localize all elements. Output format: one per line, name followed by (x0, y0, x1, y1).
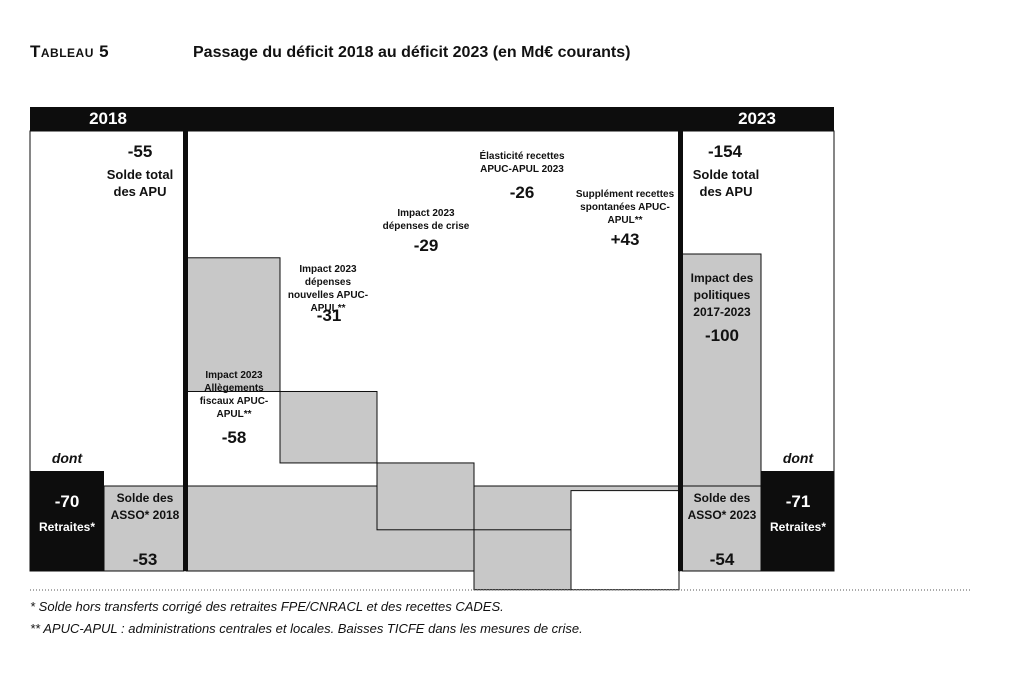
separator-right (678, 107, 683, 571)
start-value: -55 (127, 142, 153, 161)
dont-label-2023: dont (782, 450, 814, 466)
table-number: Tableau 5 (30, 42, 110, 61)
step-label-elasticite: Élasticité recettes APUC-APUL 2023 (479, 151, 565, 175)
step-bar-2 (376, 462, 475, 531)
asso-2023-value: -54 (709, 550, 735, 569)
step-value-elasticite: -26 (509, 183, 535, 202)
dont-label-2018: dont (51, 450, 83, 466)
chart-title: Passage du déficit 2018 au déficit 2023 … (193, 44, 631, 61)
retraites-2018-label: Retraites* (38, 520, 96, 534)
policy-impact-value: -100 (704, 326, 740, 345)
step-bar-3 (473, 529, 572, 591)
step-label-supplement: Supplément recettes spontanées APUC-APUL… (575, 189, 675, 226)
step-value-supplement: +43 (610, 230, 640, 249)
step-value-crise: -29 (413, 236, 439, 255)
step-value-allegements: -58 (221, 428, 247, 447)
step-label-depenses-nouvelles: Impact 2023 dépenses nouvelles APUC-APUL… (287, 264, 369, 314)
step-bar-4 (570, 490, 680, 591)
retraites-2018-box (30, 471, 104, 571)
step-value-depenses-nouvelles: -31 (316, 306, 342, 325)
retraites-2023-value: -71 (785, 492, 811, 511)
step-label-allegements: Impact 2023 Allègements fiscaux APUC-APU… (199, 370, 269, 420)
step-label-crise: Impact 2023 dépenses de crise (382, 208, 470, 232)
year-2018-label: 2018 (30, 107, 186, 131)
footnote-2: ** APUC-APUL : administrations centrales… (30, 621, 583, 636)
asso-2023-label: Solde des ASSO* 2023 (687, 491, 757, 522)
end-value: -154 (707, 142, 743, 161)
step-bar-0 (185, 257, 281, 392)
start-label: Solde total des APU (106, 167, 174, 199)
end-label: Solde total des APU (692, 167, 760, 199)
policy-impact-bar (681, 253, 762, 487)
retraites-2018-value: -70 (54, 492, 80, 511)
separator-left (183, 107, 188, 571)
retraites-2023-label: Retraites* (769, 520, 827, 534)
step-bar-1 (279, 390, 378, 464)
asso-2018-value: -53 (132, 550, 158, 569)
footnote-1: * Solde hors transferts corrigé des retr… (30, 599, 504, 614)
asso-2018-label: Solde des ASSO* 2018 (110, 491, 180, 522)
year-2023-label: 2023 (680, 107, 834, 131)
retraites-2023-box (761, 471, 834, 571)
policy-impact-label: Impact des politiques 2017-2023 (690, 271, 754, 319)
